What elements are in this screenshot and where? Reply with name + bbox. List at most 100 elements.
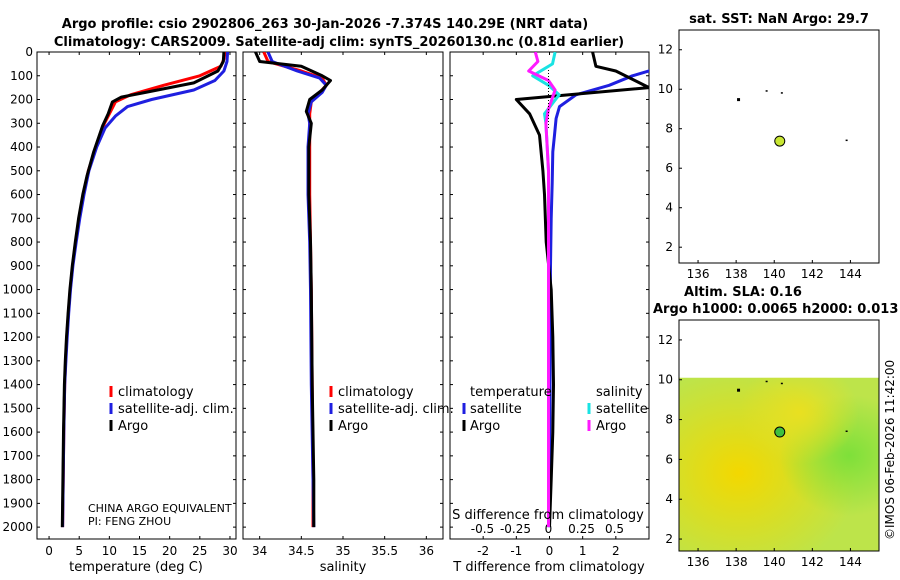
salinity-xlabel: salinity	[320, 560, 367, 575]
depth-tick-label: 1600	[2, 425, 33, 439]
series-line-t-argo	[60, 52, 226, 528]
argo-marker-sla	[774, 426, 786, 438]
x-tick-label-t: 10	[102, 544, 117, 558]
salinity-x-axis: 34 34.5 35 35.5 36	[252, 52, 434, 558]
x-tick-label-d: -2	[477, 544, 489, 558]
island-sst-3	[845, 139, 848, 142]
x-tick-label-s: 34.5	[288, 544, 315, 558]
temperature-xlabel: temperature (deg C)	[69, 560, 203, 575]
map-y-tick-label-sla: 6	[665, 452, 673, 466]
island-sla-2	[780, 382, 783, 385]
legend-label-satellite: satellite-adj. clim.	[118, 402, 234, 417]
depth-tick-label: 1700	[2, 449, 33, 463]
map-y-tick-label-sla: 10	[658, 373, 673, 387]
s-diff-tick-label: 0.25	[568, 522, 595, 536]
x-tick-label-d: -1	[510, 544, 522, 558]
temperature-panel	[36, 51, 237, 540]
note-line-2: PI: FENG ZHOU	[88, 515, 171, 528]
island-sla-1	[765, 380, 768, 383]
legend-label-argo: Argo	[118, 419, 148, 434]
depth-tick-label: 0	[25, 45, 33, 59]
depth-tick-label: 400	[10, 140, 33, 154]
map-y-tick-label-sst: 10	[658, 82, 673, 96]
s-legend-label-argo: Argo	[338, 419, 368, 434]
depth-tick-label: 1400	[2, 378, 33, 392]
x-tick-label-d: 1	[579, 544, 587, 558]
map-sla-title-line1: Altim. SLA: 0.16	[684, 285, 802, 300]
map-x-tick-label-sla: 142	[801, 555, 824, 569]
temperature-x-axis: 0 5 10 15 20 25 30	[45, 52, 238, 558]
depth-tick-label: 600	[10, 188, 33, 202]
s-diff-tick-label: 0	[545, 522, 553, 536]
x-tick-label-t: 5	[75, 544, 83, 558]
island-sla-0	[737, 388, 741, 392]
depth-axis: 0 100 200 300 400 500 600 700 800 900 1000 1100 1200…	[2, 45, 236, 534]
s-diff-tick-label: 0.5	[605, 522, 624, 536]
note-line-1: CHINA ARGO EQUIVALENT	[88, 502, 232, 515]
series-line-s-climatology	[262, 52, 328, 528]
x-tick-label-d: 2	[612, 544, 620, 558]
x-tick-label-t: 20	[162, 544, 177, 558]
map-y-tick-label-sla: 4	[665, 492, 673, 506]
map-x-tick-label-sla: 136	[687, 555, 710, 569]
map-y-tick-label-sst: 4	[665, 201, 673, 215]
depth-tick-label: 100	[10, 69, 33, 83]
map-x-tick-label-sst: 138	[725, 267, 748, 281]
difference-xlabel: T difference from climatology	[452, 560, 645, 575]
depth-tick-label: 500	[10, 164, 33, 178]
legend-label-climatology: climatology	[118, 385, 194, 400]
series-line-d-t-satellite	[548, 69, 649, 528]
island-sst-1	[765, 90, 768, 92]
map-y-tick-label-sst: 2	[665, 240, 673, 254]
x-tick-label-s: 35.5	[371, 544, 398, 558]
x-tick-label-t: 25	[192, 544, 207, 558]
series-line-d-t-argo	[514, 52, 649, 528]
map-sla-title-line2: Argo h1000: 0.0065 h2000: 0.013	[653, 302, 898, 317]
island-sla-3	[845, 430, 848, 433]
depth-tick-label: 1200	[2, 330, 33, 344]
map-y-tick-label-sst: 12	[658, 43, 673, 57]
depth-tick-label: 2000	[2, 520, 33, 534]
map-sst-title: sat. SST: NaN Argo: 29.7	[689, 12, 869, 27]
x-tick-label-t: 30	[222, 544, 237, 558]
difference-x-axis: -2 -1 0 1 2 -0.5 -0.25 0 0.25 0.5	[471, 52, 624, 558]
s-legend-label-satellite: satellite-adj. clim.	[338, 402, 454, 417]
d-legend-label-s-argo: Argo	[596, 419, 626, 434]
map-x-tick-label-sla: 138	[725, 555, 748, 569]
salinity-legend: climatology satellite-adj. clim. Argo	[329, 385, 454, 434]
sla-field-mid	[679, 377, 879, 551]
map-frame	[678, 319, 880, 552]
map-sst: 136 138 140 142 144 2 4 6 8 10 12	[658, 43, 862, 281]
depth-tick-label: 900	[10, 259, 33, 273]
map-y-tick-label-sla: 2	[665, 532, 673, 546]
map-x-tick-label-sst: 144	[839, 267, 862, 281]
d-legend-label-s-satellite: satellite	[596, 402, 648, 417]
legend-title-temperature: temperature	[470, 385, 552, 400]
salinity-panel	[242, 51, 444, 540]
map-y-tick-label-sla: 12	[658, 333, 673, 347]
series-line-s-argo	[254, 52, 332, 528]
salinity-series	[254, 52, 332, 528]
depth-tick-label: 1900	[2, 496, 33, 510]
map-x-tick-label-sst: 136	[687, 267, 710, 281]
salinity-y-ticks	[243, 51, 443, 528]
depth-tick-label: 200	[10, 93, 33, 107]
depth-tick-label: 1800	[2, 473, 33, 487]
d-legend-label-t-argo: Argo	[470, 419, 500, 434]
difference-y-ticks	[450, 51, 649, 528]
map-y-tick-label-sst: 8	[665, 122, 673, 136]
figure-title-line2: Climatology: CARS2009. Satellite-adj cli…	[54, 35, 624, 50]
argo-marker-sst	[774, 135, 786, 147]
map-x-tick-label-sla: 144	[839, 555, 862, 569]
depth-tick-label: 1100	[2, 306, 33, 320]
d-legend-label-t-satellite: satellite	[470, 402, 522, 417]
x-tick-label-s: 36	[419, 544, 434, 558]
map-sla: 136 138 140 142 144 2 4 6 8 10 12	[658, 319, 880, 569]
salinity-difference-label: S difference from climatology	[452, 508, 644, 523]
temperature-series	[60, 52, 230, 528]
island-sst-0	[737, 98, 741, 102]
map-x-tick-label-sst: 142	[801, 267, 824, 281]
s-diff-tick-label: -0.5	[471, 522, 494, 536]
depth-tick-label: 1300	[2, 354, 33, 368]
